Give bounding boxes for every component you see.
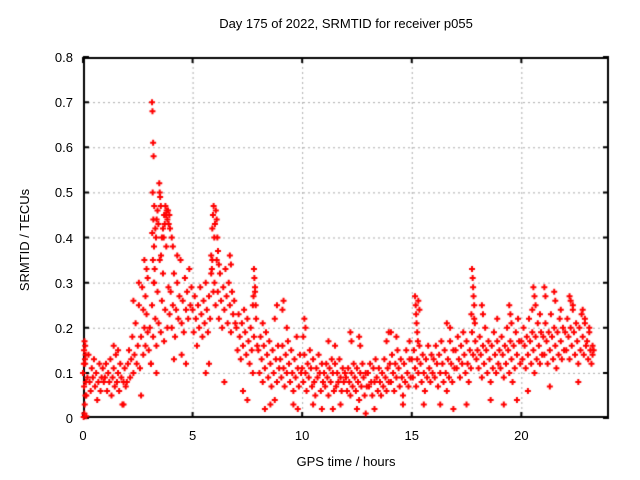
y-tick-label: 0.7 [54, 95, 73, 111]
x-tick-label: 10 [294, 428, 310, 443]
x-tick-label: 0 [79, 428, 87, 443]
y-tick-label: 0.8 [54, 50, 73, 65]
y-tick-label: 0 [65, 411, 73, 426]
chart-title: Day 175 of 2022, SRMTID for receiver p05… [219, 16, 473, 31]
x-tick-label: 5 [188, 428, 197, 443]
y-tick-label: 0.2 [54, 320, 73, 336]
x-tick-label: 20 [514, 428, 529, 443]
x-axis-label: GPS time / hours [296, 454, 396, 469]
x-tick-label: 15 [404, 428, 419, 443]
y-tick-label: 0.1 [54, 365, 73, 381]
y-tick-label: 0.6 [54, 140, 73, 156]
y-tick-label: 0.3 [54, 275, 73, 291]
y-tick-label: 0.5 [54, 185, 73, 201]
y-tick-label: 0.4 [54, 230, 73, 246]
